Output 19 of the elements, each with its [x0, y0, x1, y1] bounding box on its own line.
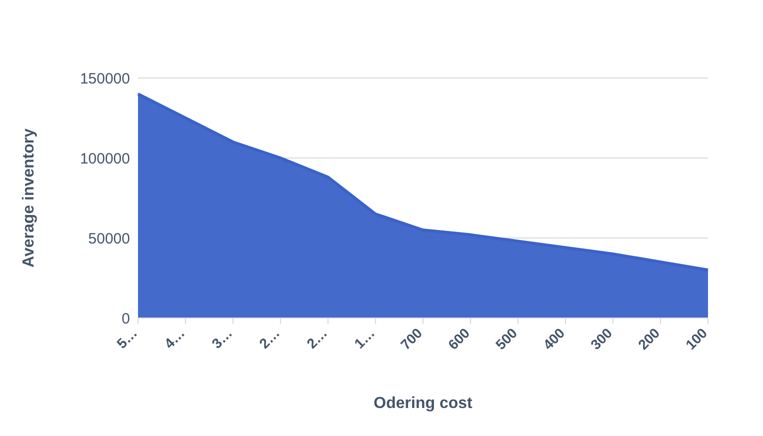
- y-tick-label: 150000: [80, 70, 130, 88]
- x-tick-label: 300: [587, 324, 616, 353]
- x-tick-label: 600: [444, 324, 473, 353]
- x-tick-label: 1…: [350, 324, 378, 352]
- y-tick-label: 100000: [80, 150, 130, 168]
- x-tick-label: 4…: [160, 324, 188, 352]
- x-tick-label: 700: [397, 324, 426, 353]
- y-axis-title: Average inventory: [20, 128, 38, 268]
- x-tick-label: 400: [540, 324, 568, 353]
- x-axis-title: Odering cost: [374, 395, 474, 412]
- x-tick-label: 500: [492, 324, 520, 353]
- x-tick-label: 2…: [303, 324, 330, 352]
- x-tick-label: 5…: [113, 324, 140, 352]
- x-tick-label: 100: [682, 324, 710, 353]
- x-tick-label: 3…: [208, 324, 236, 352]
- x-tick-label: 200: [634, 324, 663, 353]
- y-tick-label: 50000: [88, 230, 130, 248]
- x-tick-label: 2…: [256, 324, 283, 352]
- y-tick-label: 0: [122, 310, 130, 328]
